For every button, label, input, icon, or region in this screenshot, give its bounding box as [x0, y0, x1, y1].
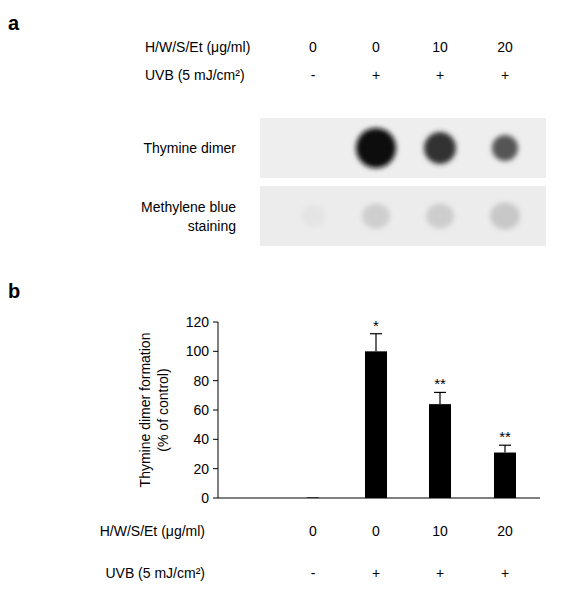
significance: **: [499, 428, 511, 445]
y-tick: [213, 410, 218, 411]
y-tick-label: 120: [186, 314, 210, 330]
row-value: 0: [372, 39, 380, 55]
error-cap: [307, 497, 319, 498]
panel-label: a: [8, 12, 20, 34]
x-row-value: +: [501, 565, 509, 581]
x-tick-label: 20: [497, 523, 513, 539]
y-tick-label: 80: [193, 373, 209, 389]
error-stem: [439, 392, 440, 404]
row-value: +: [372, 67, 380, 83]
blot-spot: [492, 135, 518, 161]
y-tick: [213, 351, 218, 352]
error-bar: [499, 445, 511, 452]
x-row-value: -: [311, 565, 316, 581]
y-tick-label: 0: [201, 490, 209, 506]
row-value: 10: [432, 39, 448, 55]
bar: [429, 404, 451, 498]
figure: a H/W/S/Et (μg/ml) 0 0 10 20 UVB (5 mJ/cm²) - + +…: [0, 0, 569, 600]
row-value: 0: [309, 39, 317, 55]
x-row-value: +: [436, 565, 444, 581]
x-row-title: H/W/S/Et (μg/ml): [100, 523, 205, 539]
blot-spot: [426, 203, 454, 228]
significance: **: [434, 375, 446, 392]
blot-title: Thymine dimer: [143, 140, 236, 156]
blot-membrane: [260, 186, 546, 246]
significance: *: [373, 317, 379, 334]
blot-spot: [490, 203, 520, 230]
y-tick: [213, 380, 218, 381]
blot-spot: [301, 205, 325, 227]
row-title: UVB (5 mJ/cm²): [145, 67, 245, 83]
y-tick: [213, 439, 218, 440]
bar: [494, 453, 516, 498]
bar: [302, 498, 324, 499]
y-tick: [213, 498, 218, 499]
y-tick-label: 60: [193, 402, 209, 418]
x-row-title: UVB (5 mJ/cm²): [105, 565, 205, 581]
blot-spot: [356, 128, 396, 168]
blot-spot: [424, 132, 456, 164]
x-tick-label: 0: [372, 523, 380, 539]
y-tick: [213, 468, 218, 469]
panel-label: b: [8, 280, 20, 302]
error-stem: [375, 334, 376, 352]
error-bar: [307, 498, 319, 499]
error-stem: [504, 445, 505, 452]
row-value: +: [436, 67, 444, 83]
x-row-value: +: [372, 565, 380, 581]
blot-spot: [362, 203, 390, 228]
bars: [307, 334, 516, 498]
x-tick-label: 10: [432, 523, 448, 539]
blot-title: staining: [188, 218, 236, 234]
y-tick: [213, 322, 218, 323]
row-title: H/W/S/Et (μg/ml): [145, 39, 250, 55]
blot-title: Methylene blue: [141, 199, 236, 215]
row-value: 20: [497, 39, 513, 55]
x-tick-label: 0: [309, 523, 317, 539]
error-bar: [434, 392, 446, 404]
y-tick-label: 100: [186, 343, 210, 359]
y-tick-label: 40: [193, 431, 209, 447]
error-bar: [370, 334, 382, 352]
row-value: -: [311, 67, 316, 83]
y-tick-label: 20: [193, 461, 209, 477]
bar: [365, 351, 387, 498]
row-value: +: [501, 67, 509, 83]
blot-membrane: [260, 118, 546, 178]
y-axis-title: Thymine dimer formation: [137, 333, 153, 488]
y-axis-title: (% of control): [155, 368, 171, 451]
